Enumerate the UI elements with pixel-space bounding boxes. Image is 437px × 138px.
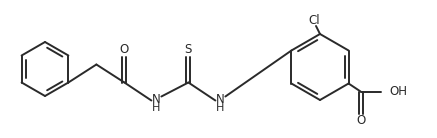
Text: Cl: Cl: [308, 14, 320, 26]
Text: H: H: [152, 103, 160, 113]
Text: N: N: [152, 93, 161, 106]
Text: N: N: [216, 93, 225, 106]
Text: S: S: [185, 43, 192, 56]
Text: O: O: [356, 114, 365, 127]
Text: O: O: [120, 43, 129, 56]
Text: H: H: [216, 103, 225, 113]
Text: OH: OH: [389, 85, 408, 98]
